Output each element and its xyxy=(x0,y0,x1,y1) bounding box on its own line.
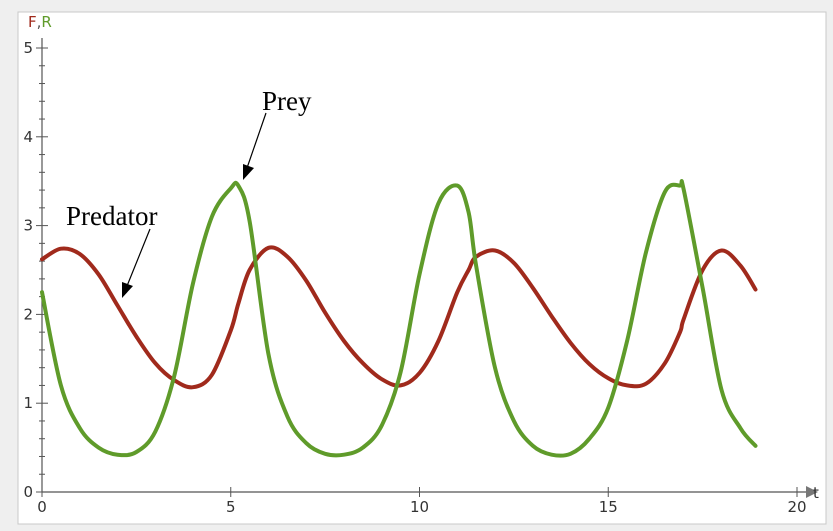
y-tick-label: 0 xyxy=(23,483,33,501)
y-axis-label-f: F xyxy=(28,13,37,31)
annotation-predator: Predator xyxy=(66,201,157,231)
annotation-prey-arrow xyxy=(246,112,267,169)
x-tick-label: 20 xyxy=(787,498,806,516)
x-axis-label: t xyxy=(813,484,819,502)
annotation-predator-arrowhead xyxy=(122,282,133,298)
y-tick-label: 1 xyxy=(23,394,33,412)
y-axis-label-comma: , xyxy=(37,13,42,31)
y-tick-label: 5 xyxy=(23,39,33,57)
y-tick-label: 3 xyxy=(23,217,33,235)
y-axis-label: F,R xyxy=(28,13,52,31)
y-tick-label: 4 xyxy=(23,128,33,146)
x-tick-label: 15 xyxy=(599,498,618,516)
x-ticks: 0 5 10 15 20 xyxy=(37,487,807,516)
series-line-r xyxy=(40,179,758,458)
series-layer xyxy=(40,179,758,458)
y-axis-label-r: R xyxy=(41,13,51,31)
annotation-prey: Prey xyxy=(262,86,312,116)
axes: 0 5 10 15 20 0 1 2 3 4 5 xyxy=(23,38,818,516)
x-tick-label: 5 xyxy=(226,498,236,516)
x-tick-label: 0 xyxy=(37,498,47,516)
x-tick-label: 10 xyxy=(410,498,429,516)
annotation-predator-arrow xyxy=(126,228,151,287)
y-tick-label: 2 xyxy=(23,305,33,323)
annotation-prey-arrowhead xyxy=(243,164,254,180)
x-axis-arrow xyxy=(806,486,818,498)
annotations: Prey Predator xyxy=(66,86,312,298)
